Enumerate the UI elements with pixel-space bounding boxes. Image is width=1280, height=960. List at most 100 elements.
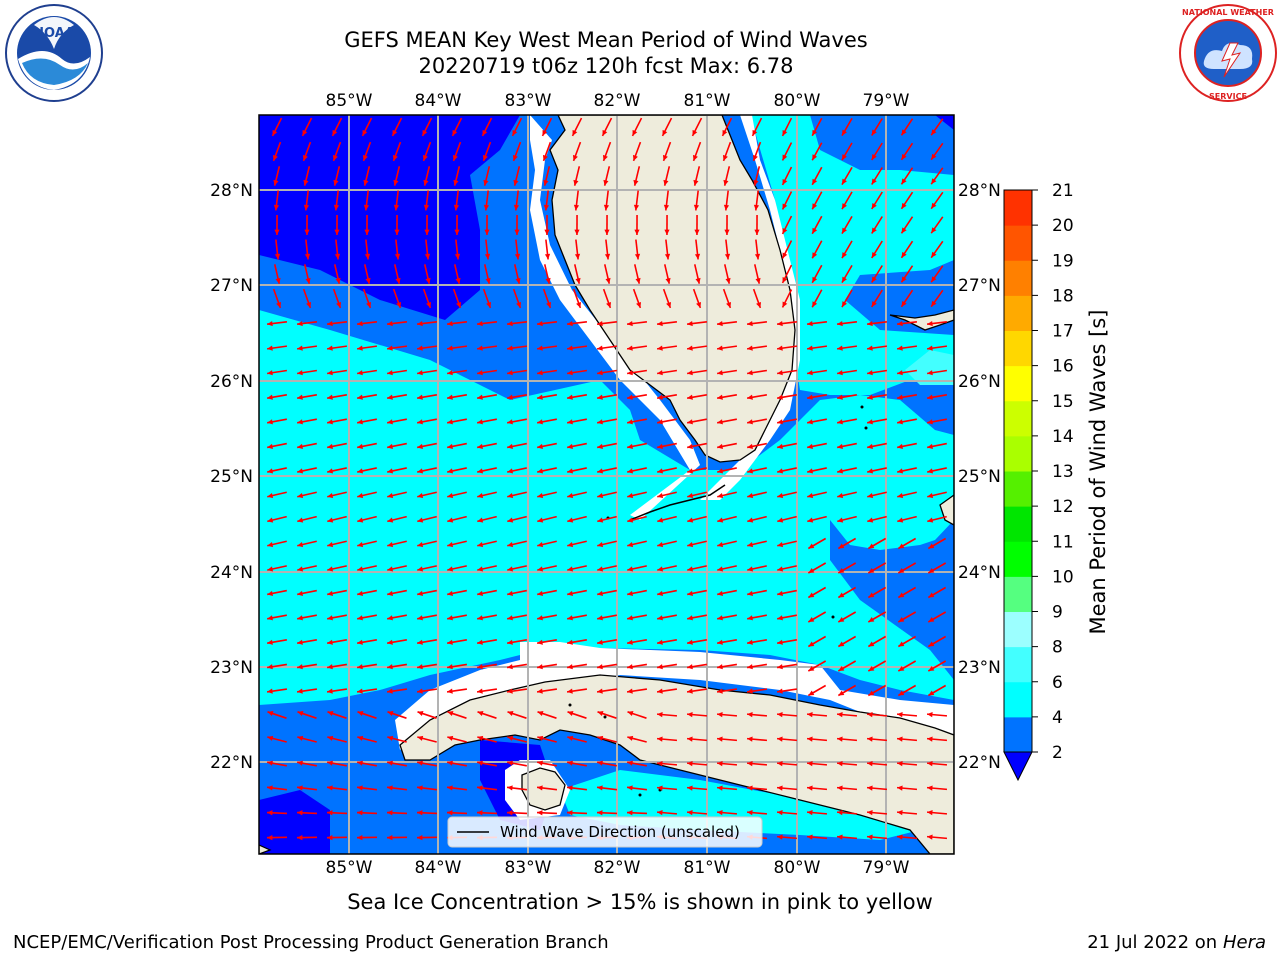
wave-direction-arrowhead [327,735,334,741]
colorbar-tick-label: 9 [1052,603,1063,623]
wave-direction-arrowhead [687,615,693,621]
wave-direction-arrowhead [777,370,783,376]
wave-direction-arrowhead [537,541,544,548]
wave-direction-arrowhead [297,785,303,791]
wave-direction-arrowhead [694,229,700,235]
wave-direction-arrowhead [507,688,513,694]
wave-direction-arrowhead [327,517,334,523]
wave-direction-arrowhead [687,394,693,400]
wave-direction-arrowhead [507,370,513,376]
wave-direction-arrowhead [447,711,454,717]
wave-direction-arrowhead [567,615,573,621]
wave-direction-arrowhead [687,664,693,670]
wave-direction-arrowhead [537,468,544,474]
wave-direction-arrowhead [931,300,937,307]
wave-direction-arrowhead [717,320,723,327]
wave-direction-arrowhead [747,419,753,425]
wave-direction-arrowhead [333,204,340,211]
wave-direction-arrowhead [717,370,723,376]
wave-direction-arrowhead [627,443,633,449]
wave-direction-arrowhead [417,566,424,572]
wave-direction-arrowhead [634,229,640,235]
wave-direction-arrowhead [456,301,462,308]
nws-logo: NATIONAL WEATHER SERVICE [1179,4,1277,102]
colorbar-segment [1004,681,1032,718]
wave-direction-arrowhead [897,785,903,791]
lon-label: 83°W [505,91,552,111]
wave-direction-arrowhead [392,154,398,161]
wave-direction-arrowhead [687,517,694,523]
wave-direction-arrowhead [387,590,394,596]
wave-direction-arrowhead [807,711,813,718]
lon-label: 85°W [326,91,373,111]
wave-direction-arrowhead [543,179,549,186]
wave-direction-arrowhead [297,834,303,841]
wave-direction-arrowhead [837,834,843,840]
wave-direction-arrowhead [507,711,514,717]
wave-direction-arrowhead [812,154,818,161]
wave-direction-arrowhead [812,276,818,283]
wave-direction-arrowhead [807,394,813,400]
wave-direction-arrowhead [627,664,633,670]
wave-direction-arrowhead [537,320,543,327]
wave-direction-arrowhead [657,541,664,548]
wave-direction-arrowhead [632,154,638,161]
wave-direction-arrowhead [387,320,393,327]
wave-direction-arrowhead [897,834,903,840]
wave-direction-arrowhead [327,785,333,791]
wave-direction-arrowhead [747,566,754,572]
wave-direction-arrowhead [332,129,338,136]
wave-direction-arrowhead [841,178,847,185]
wave-direction-arrowhead [537,443,543,449]
wave-direction-arrowhead [837,443,843,449]
wave-direction-arrowhead [275,277,281,284]
wave-direction-arrowhead [927,760,933,767]
wave-direction-arrowhead [417,443,423,449]
wave-direction-arrowhead [753,204,760,211]
wave-direction-arrowhead [393,179,399,186]
wave-direction-arrowhead [726,301,732,308]
wave-direction-arrowhead [387,834,393,841]
noaa-logo: NOAA [5,4,103,102]
wave-direction-arrowhead [512,129,518,136]
wave-direction-arrowhead [808,617,815,622]
wave-direction-arrowhead [724,253,731,260]
wave-direction-arrowhead [267,419,273,425]
wave-direction-arrowhead [336,301,342,308]
wave-direction-arrowhead [327,760,333,766]
wave-direction-arrowhead [777,615,783,621]
wave-direction-arrowhead [812,178,818,185]
wave-direction-arrowhead [453,204,460,211]
wave-direction-arrowhead [931,178,937,185]
wave-direction-arrowhead [663,204,670,211]
colorbar-label: Mean Period of Wind Waves [s] [1086,310,1110,635]
wave-direction-arrowhead [477,345,483,351]
wave-direction-arrowhead [477,370,483,376]
wave-direction-arrowhead [604,253,611,260]
wave-direction-arrowhead [387,419,393,425]
lon-label: 79°W [863,91,910,111]
wave-direction-arrowhead [898,690,905,696]
wave-direction-arrowhead [276,301,282,308]
wave-direction-arrowhead [782,154,788,161]
wave-direction-arrowhead [657,419,663,425]
wave-direction-arrowhead [393,204,400,211]
wave-direction-arrowhead [754,229,760,235]
wave-direction-arrowhead [567,492,574,499]
wave-direction-arrowhead [327,394,333,400]
wave-direction-arrowhead [777,688,783,694]
wave-direction-arrowhead [537,760,543,766]
wave-direction-arrowhead [928,641,935,647]
wave-direction-arrowhead [267,468,274,474]
lon-label: 84°W [415,858,462,878]
wave-direction-arrowhead [627,760,633,766]
wave-direction-arrowhead [927,443,933,449]
lat-label: 28°N [210,181,253,201]
wave-direction-arrowhead [447,664,453,670]
wave-direction-arrowhead [274,253,281,260]
wave-direction-arrowhead [627,566,634,572]
wave-direction-arrowhead [357,541,364,548]
wave-direction-arrowhead [507,735,514,741]
wave-direction-arrowhead [422,129,428,136]
wave-direction-arrowhead [597,688,603,694]
